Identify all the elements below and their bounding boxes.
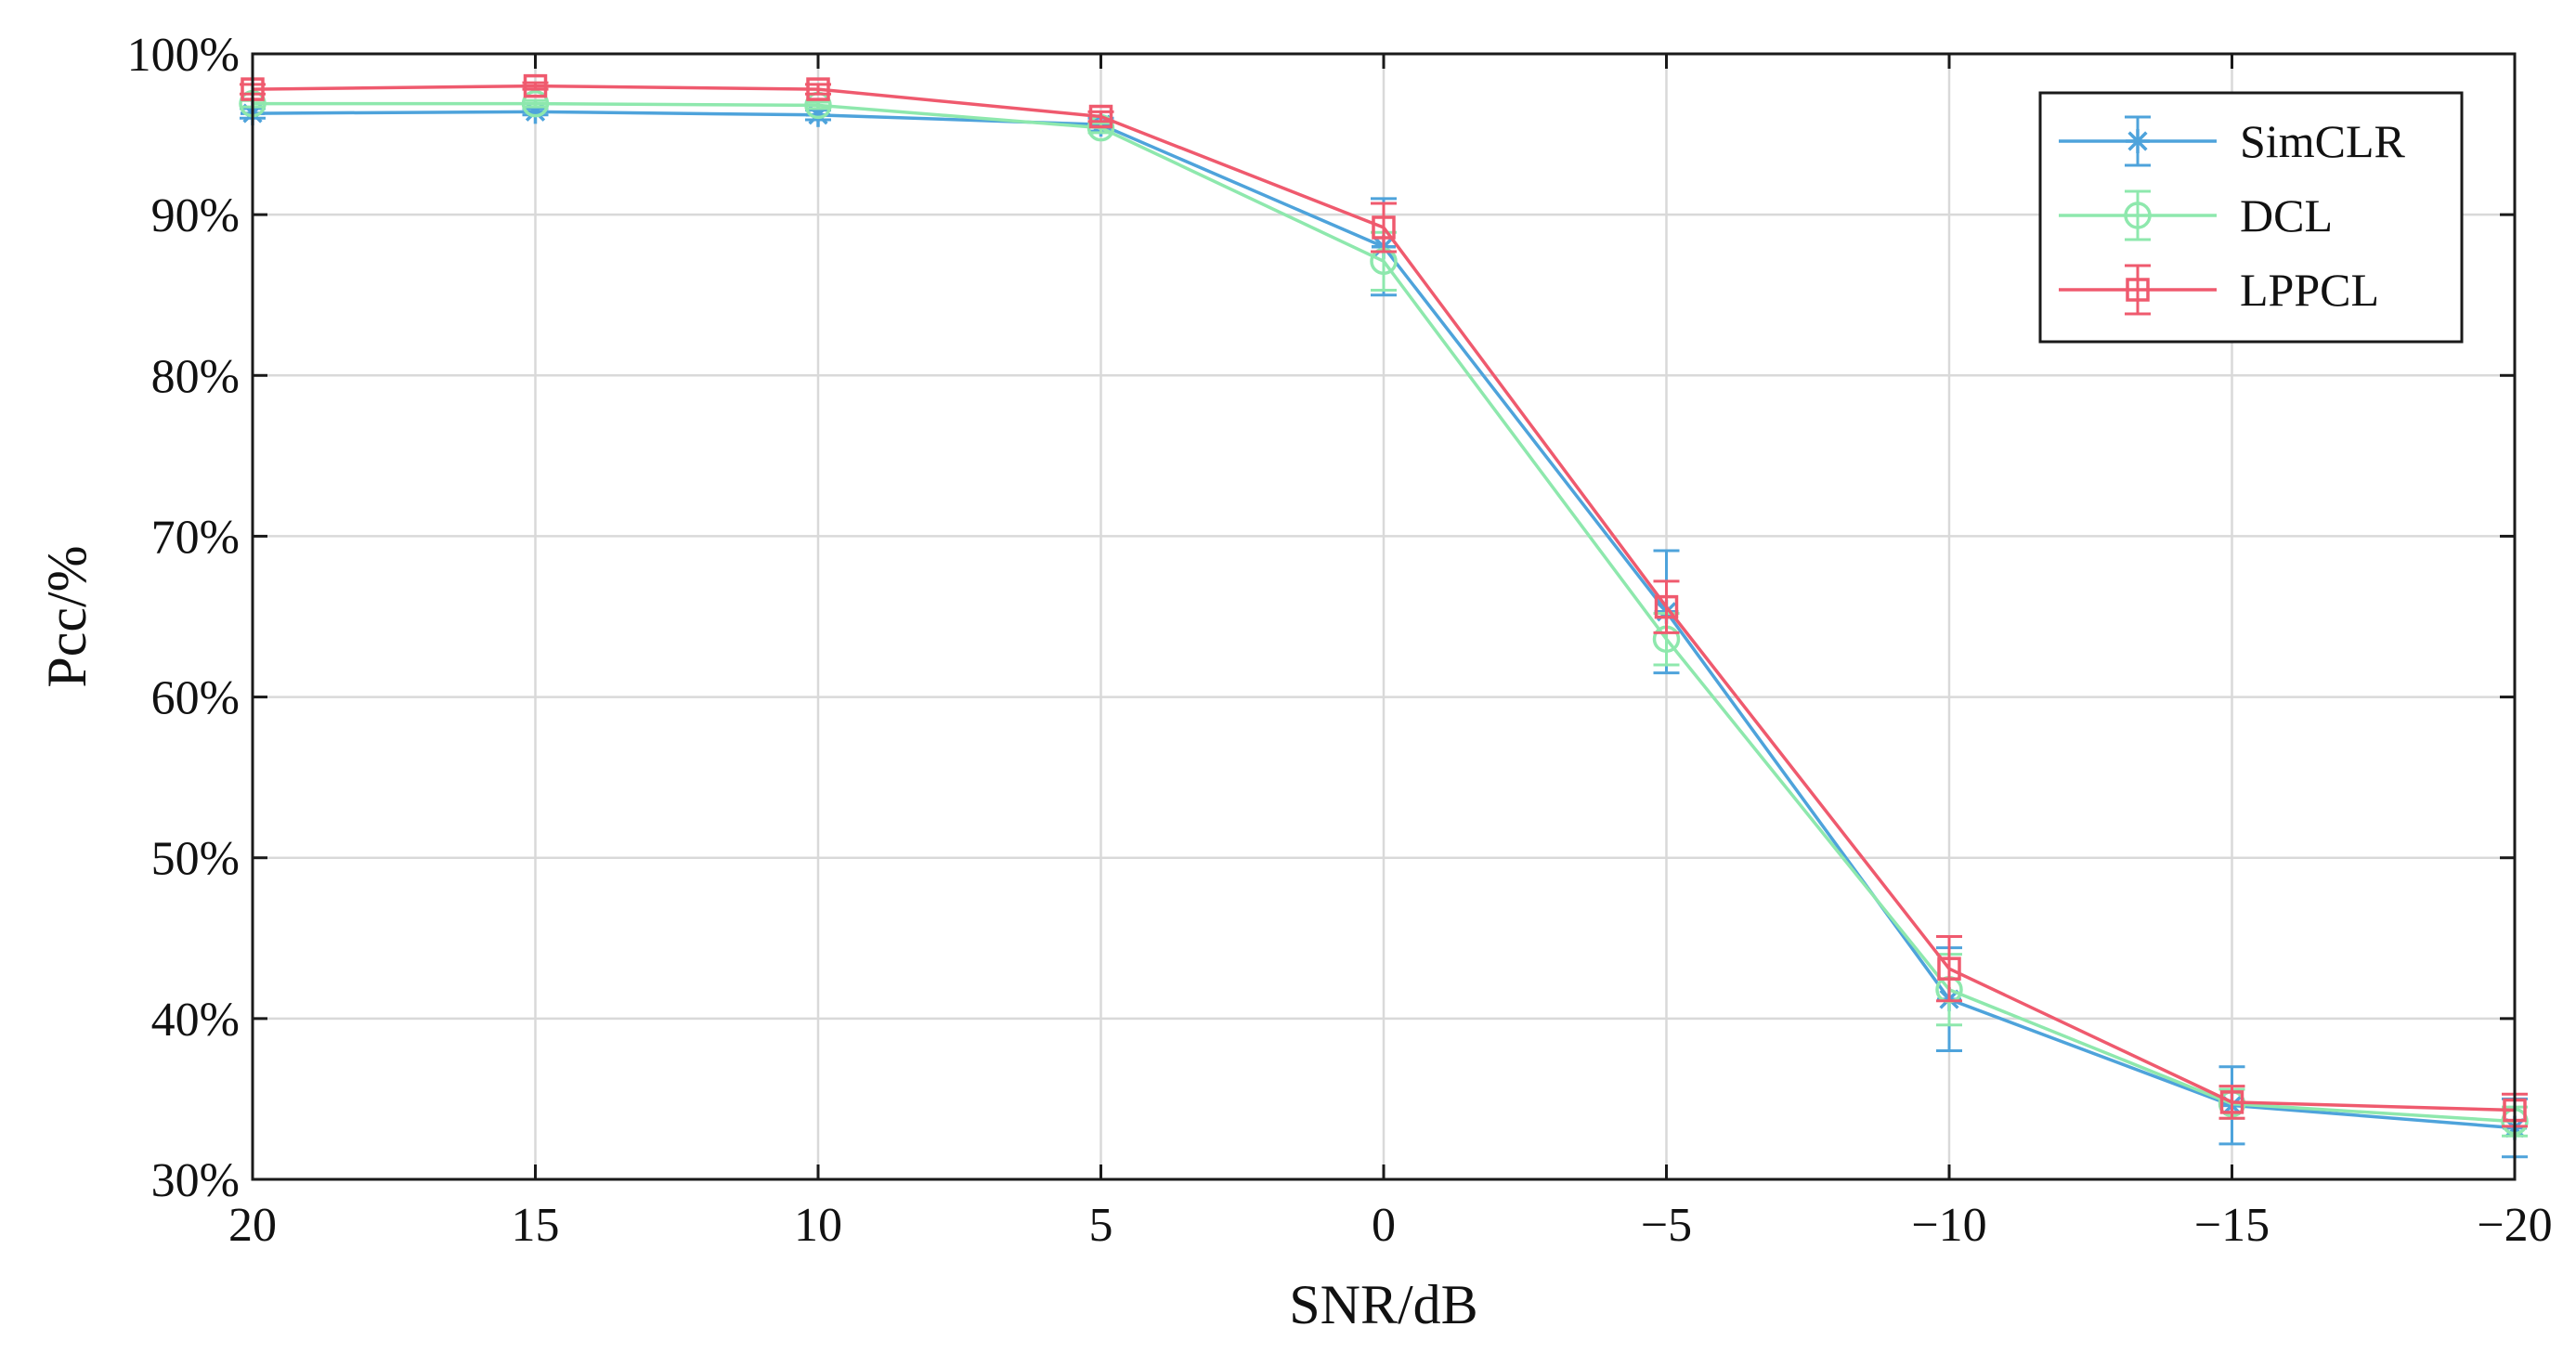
x-tick-label: −15 <box>2194 1199 2270 1252</box>
series-lppcl <box>240 73 2528 1128</box>
y-tick-label: 100% <box>127 29 240 82</box>
x-tick-label: 5 <box>1089 1199 1113 1252</box>
data-point <box>521 89 550 118</box>
legend-marker <box>2126 278 2150 302</box>
series-line <box>253 101 2516 1124</box>
y-tick-label: 30% <box>151 1154 240 1207</box>
y-tick-label: 40% <box>151 994 240 1047</box>
y-tick-label: 50% <box>151 833 240 886</box>
legend-item: SimCLR <box>2059 115 2405 167</box>
series-line <box>252 84 2516 1112</box>
y-tick-label: 70% <box>151 511 240 564</box>
data-point <box>1372 215 1396 240</box>
x-tick-label: 20 <box>228 1199 277 1252</box>
data-point <box>806 77 830 101</box>
legend-label: DCL <box>2240 189 2333 241</box>
x-tick-label: 0 <box>1372 1199 1396 1252</box>
data-point <box>1654 594 1679 619</box>
legend-label: LPPCL <box>2240 264 2379 316</box>
x-tick-label: 15 <box>512 1199 560 1252</box>
tick-labels: 30% 40% 50% 60% 70% 80% 90% 100% 20 15 10 5 0 −5 −10 −1… <box>127 29 2553 1252</box>
x-tick-label: −20 <box>2477 1199 2552 1252</box>
y-tick-label: 90% <box>151 189 240 242</box>
x-axis-title: SNR/dB <box>1289 1274 1477 1335</box>
axis-ticks <box>251 52 2517 1181</box>
legend-item: DCL <box>2059 189 2333 241</box>
y-axis-title: Pcc/% <box>36 545 98 687</box>
legend-marker <box>2126 129 2150 153</box>
data-point <box>2219 1090 2244 1114</box>
x-tick-label: −5 <box>1641 1199 1692 1252</box>
y-tick-label: 80% <box>151 350 240 403</box>
data-point <box>1088 104 1113 129</box>
legend-box <box>2038 91 2464 344</box>
data-point <box>523 73 548 98</box>
data-point <box>1937 956 1961 981</box>
x-tick-label: −10 <box>1911 1199 1986 1252</box>
legend-label: SimCLR <box>2240 115 2405 167</box>
series-layer <box>239 73 2529 1159</box>
legend: SimCLR DCL LPPCL <box>2038 91 2464 344</box>
x-tick-label: 10 <box>794 1199 842 1252</box>
legend-marker <box>2124 202 2152 229</box>
y-tick-label: 60% <box>151 672 240 725</box>
legend-item: LPPCL <box>2059 264 2379 316</box>
